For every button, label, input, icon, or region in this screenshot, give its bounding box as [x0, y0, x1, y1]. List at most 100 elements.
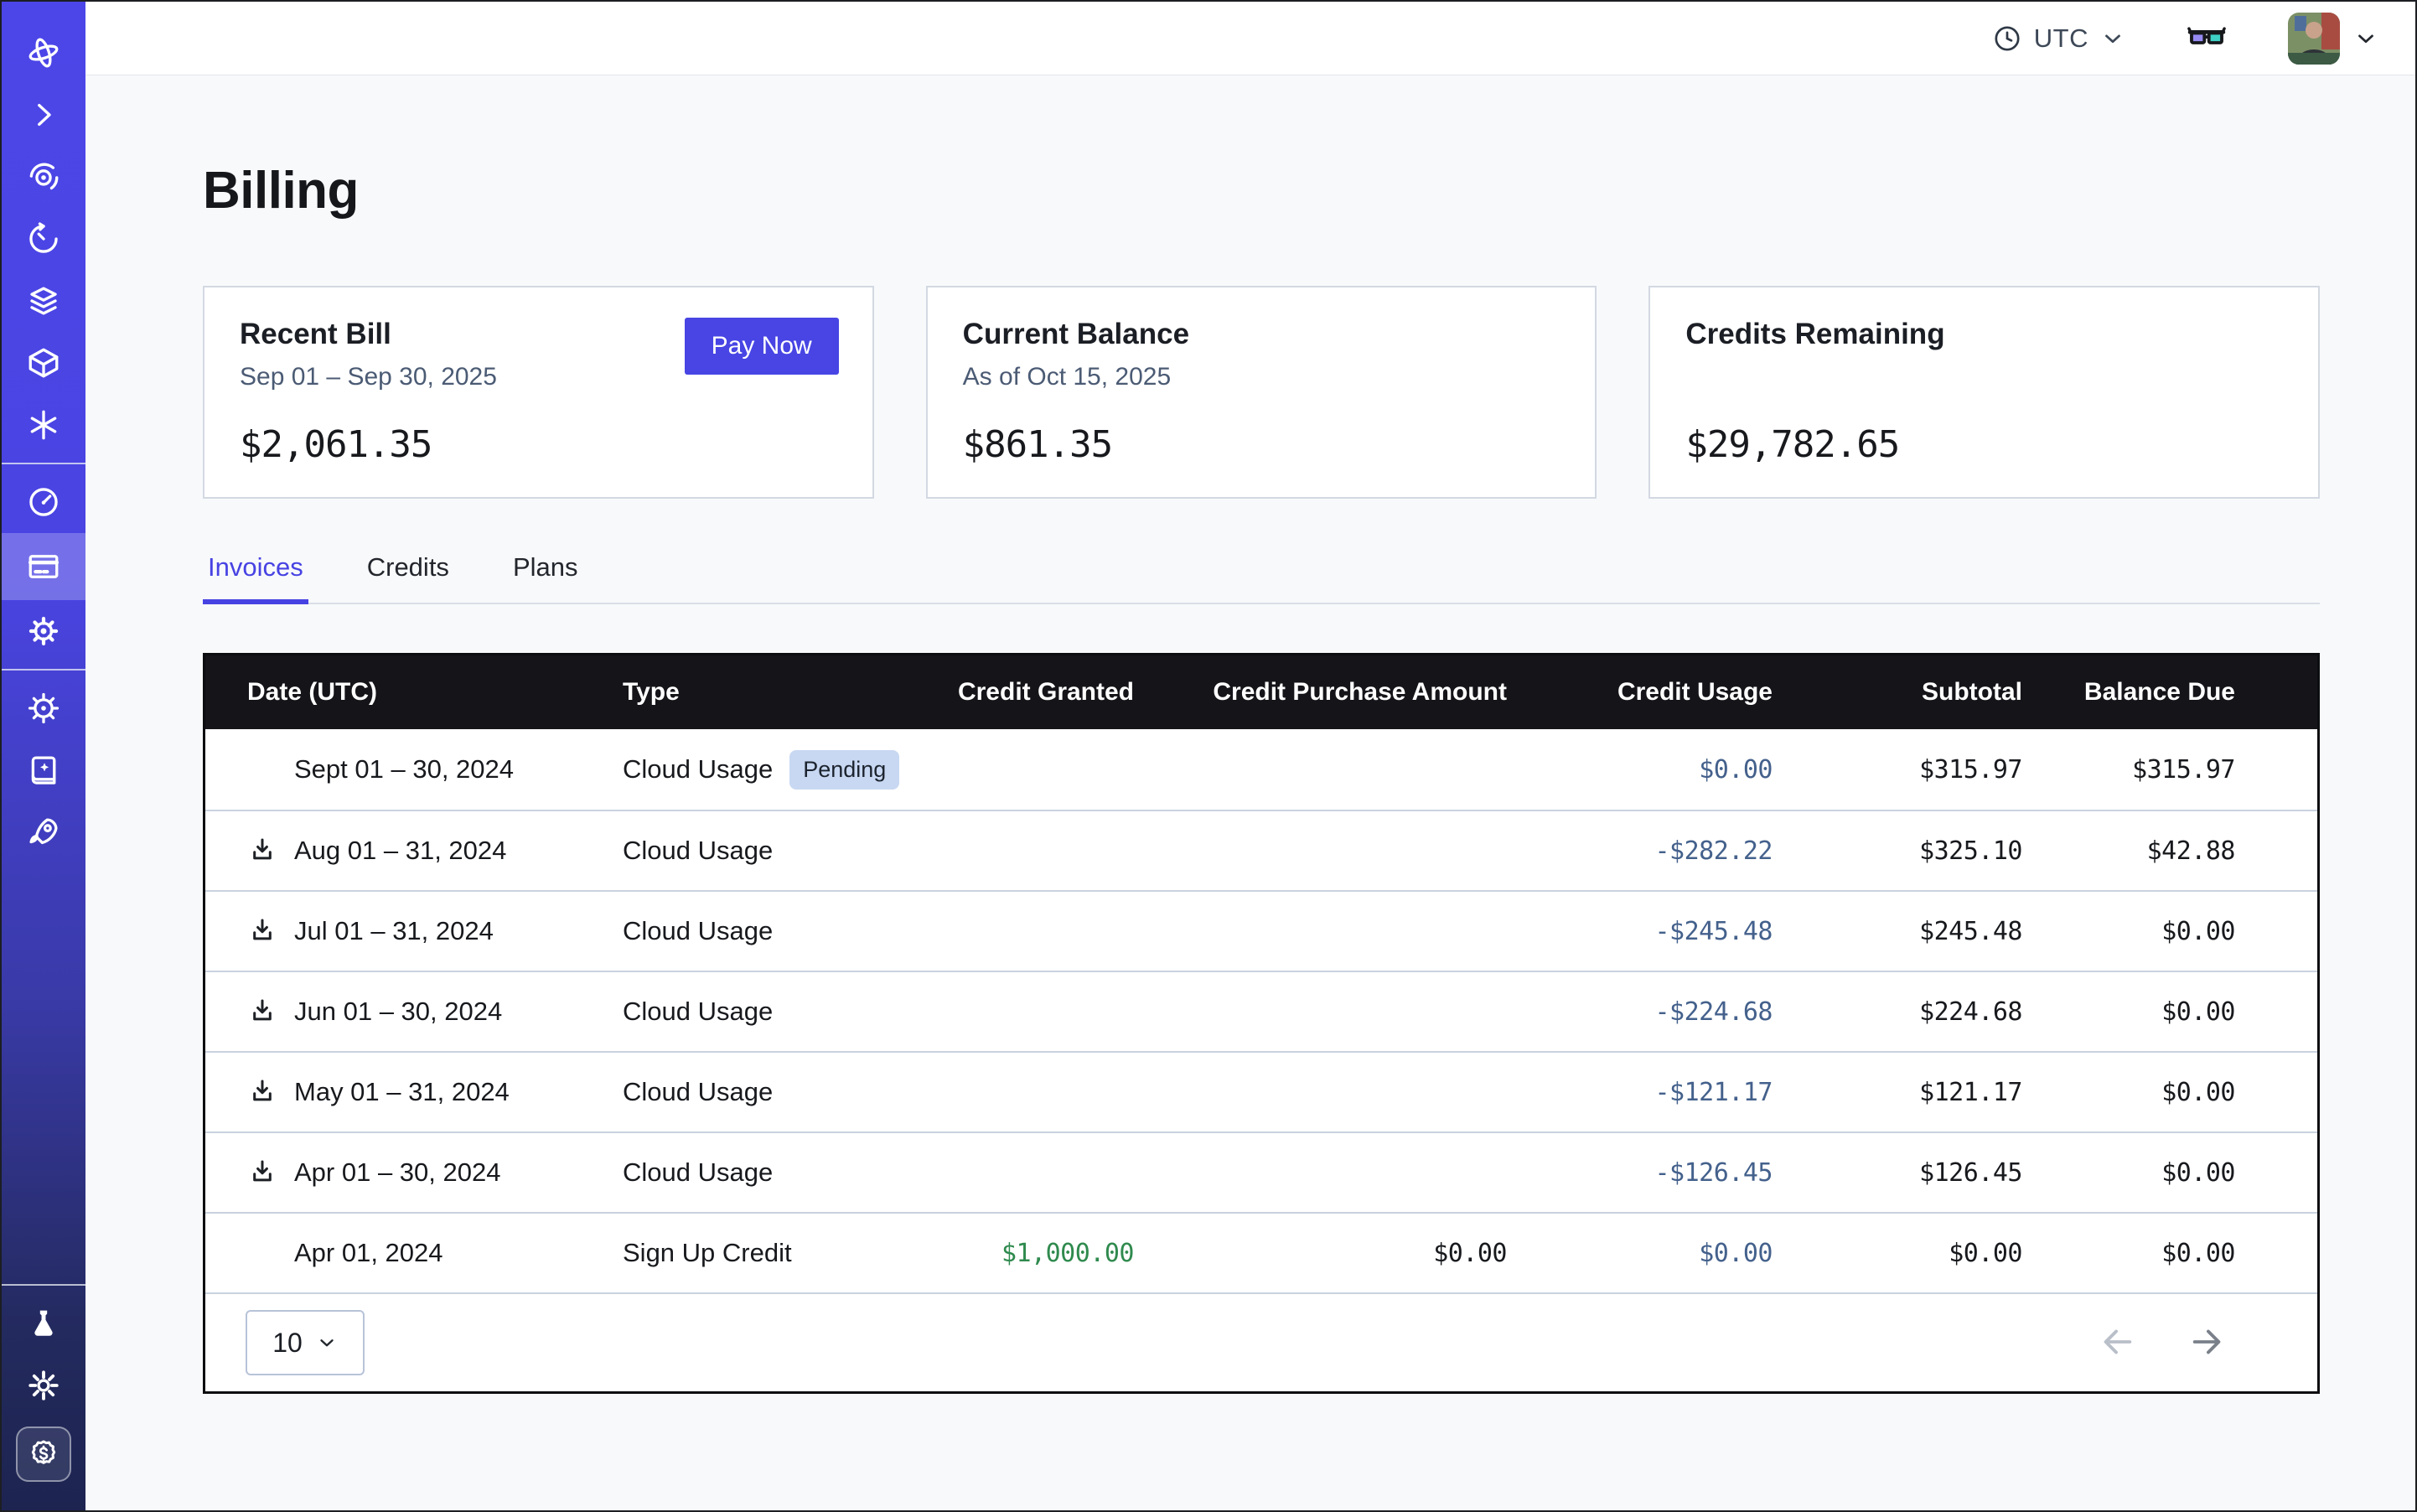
table-row: Jul 01 – 31, 2024 Cloud Usage -$245.48 $…: [205, 890, 2317, 971]
timezone-selector[interactable]: UTC: [1992, 23, 2125, 54]
flask-icon[interactable]: [2, 1292, 85, 1354]
card-amount: $29,782.65: [1685, 423, 1900, 466]
sun-icon[interactable]: [2, 1354, 85, 1416]
subtotal-value: $0.00: [1949, 1238, 2022, 1268]
balance-due-value: $0.00: [2161, 1238, 2235, 1268]
recent-bill-card: Recent Bill Sep 01 – Sep 30, 2025 $2,061…: [203, 286, 874, 499]
pay-now-button[interactable]: Pay Now: [684, 318, 839, 375]
invoice-type: Cloud Usage: [623, 997, 774, 1026]
table-row: Jun 01 – 30, 2024 Cloud Usage -$224.68 $…: [205, 971, 2317, 1051]
download-invoice-button[interactable]: [246, 914, 279, 948]
invoice-date-cell: Apr 01 – 30, 2024: [205, 1156, 623, 1189]
invoice-date-cell: Aug 01 – 31, 2024: [205, 834, 623, 867]
tab-credits[interactable]: Credits: [362, 552, 454, 603]
credit-usage-value: -$282.22: [1654, 836, 1773, 866]
clock-icon: [1992, 23, 2022, 54]
profile-menu[interactable]: [2288, 12, 2378, 65]
subtotal-value: $325.10: [1919, 836, 2022, 866]
invoice-type: Cloud Usage: [623, 1077, 774, 1106]
download-slot: [246, 753, 279, 786]
table-footer: 10: [205, 1292, 2317, 1391]
page-size-select[interactable]: 10: [246, 1310, 365, 1375]
invoice-date: Aug 01 – 31, 2024: [294, 836, 507, 865]
gauge-icon[interactable]: [2, 471, 85, 533]
layers-icon[interactable]: [2, 270, 85, 332]
previous-page-button[interactable]: [2098, 1323, 2136, 1364]
download-invoice-button[interactable]: [246, 1075, 279, 1109]
col-header-subtotal: Subtotal: [1922, 678, 2022, 706]
invoice-date-cell: Jun 01 – 30, 2024: [205, 995, 623, 1028]
chevron-down-icon: [2100, 26, 2125, 51]
main-area: UTC: [85, 2, 2415, 1510]
page-size-value: 10: [272, 1327, 303, 1358]
subtotal-value: $224.68: [1919, 997, 2022, 1027]
download-invoice-button[interactable]: [246, 834, 279, 867]
sidebar-divider: [2, 463, 85, 464]
timezone-label: UTC: [2033, 23, 2088, 53]
balance-due-value: $0.00: [2161, 1157, 2235, 1188]
invoice-type-cell: Cloud Usage: [623, 916, 924, 946]
rocket-icon[interactable]: [2, 801, 85, 863]
next-page-button[interactable]: [2188, 1323, 2227, 1364]
credit-purchase-value: $0.00: [1433, 1238, 1507, 1268]
gear-icon[interactable]: [2, 600, 85, 662]
card-title: Current Balance: [962, 318, 1190, 350]
credit-usage-value: $0.00: [1699, 1238, 1773, 1268]
spiral-eye-icon[interactable]: [2, 146, 85, 208]
sidebar-divider: [2, 669, 85, 671]
invoice-type-cell: Cloud Usage: [623, 1077, 924, 1107]
pagination-arrows: [2098, 1323, 2227, 1364]
download-invoice-button[interactable]: [246, 1156, 279, 1189]
3d-glasses-icon[interactable]: [2187, 19, 2226, 58]
invoice-type-cell: Cloud Usage: [623, 836, 924, 866]
credits-button[interactable]: [2, 1416, 85, 1492]
sidebar-divider: [2, 1284, 85, 1286]
content: Billing Recent Bill Sep 01 – Sep 30, 202…: [85, 75, 2415, 1510]
download-invoice-button[interactable]: [246, 995, 279, 1028]
asterisk-icon[interactable]: [2, 394, 85, 456]
invoice-date: Apr 01 – 30, 2024: [294, 1157, 501, 1187]
helm-wheel-icon[interactable]: [2, 677, 85, 739]
invoice-date-cell: May 01 – 31, 2024: [205, 1075, 623, 1109]
balance-due-value: $0.00: [2161, 916, 2235, 946]
table-row: May 01 – 31, 2024 Cloud Usage -$121.17 $…: [205, 1051, 2317, 1131]
sidebar: [2, 2, 85, 1510]
table-header-row: Date (UTC) Type Credit Granted Credit Pu…: [205, 655, 2317, 729]
balance-due-value: $0.00: [2161, 1077, 2235, 1107]
subtotal-value: $245.48: [1919, 916, 2022, 946]
sidebar-item-billing[interactable]: [2, 533, 85, 600]
table-row: Aug 01 – 31, 2024 Cloud Usage -$282.22 $…: [205, 810, 2317, 890]
tab-invoices[interactable]: Invoices: [203, 552, 308, 604]
tab-plans[interactable]: Plans: [508, 552, 583, 603]
docs-book-icon[interactable]: [2, 739, 85, 801]
balance-due-value: $42.88: [2146, 836, 2236, 866]
credit-usage-value: $0.00: [1699, 754, 1773, 784]
card-subtitle: Sep 01 – Sep 30, 2025: [240, 363, 497, 391]
invoice-date: Jun 01 – 30, 2024: [294, 997, 503, 1026]
chevron-right-icon[interactable]: [2, 84, 85, 146]
invoice-date: Jul 01 – 31, 2024: [294, 916, 494, 945]
credit-usage-value: -$126.45: [1654, 1157, 1773, 1188]
invoice-type-cell: Sign Up Credit: [623, 1238, 924, 1268]
billing-card-icon: [28, 555, 60, 578]
history-timer-icon[interactable]: [2, 208, 85, 270]
invoice-type: Cloud Usage: [623, 916, 774, 945]
download-slot: [246, 1236, 279, 1270]
orbit-logo[interactable]: [2, 22, 85, 84]
download-slot: [246, 834, 279, 867]
col-header-balance-due: Balance Due: [2083, 678, 2235, 706]
credit-granted-value: $1,000.00: [1001, 1238, 1135, 1268]
invoice-date-cell: Jul 01 – 31, 2024: [205, 914, 623, 948]
invoice-date-cell: Sept 01 – 30, 2024: [205, 753, 623, 786]
credit-usage-value: -$121.17: [1654, 1077, 1773, 1107]
credits-remaining-card: Credits Remaining $29,782.65: [1648, 286, 2321, 499]
cube-icon[interactable]: [2, 332, 85, 394]
table-body: Sept 01 – 30, 2024 Cloud Usage Pending $…: [205, 729, 2317, 1292]
billing-tabs: Invoices Credits Plans: [203, 552, 2320, 604]
chevron-down-icon: [320, 1339, 334, 1347]
invoice-type: Cloud Usage: [623, 1157, 774, 1187]
invoice-type-cell: Cloud Usage Pending: [623, 749, 924, 790]
dollar-badge-icon: [16, 1427, 71, 1482]
invoice-type: Cloud Usage: [623, 754, 774, 784]
